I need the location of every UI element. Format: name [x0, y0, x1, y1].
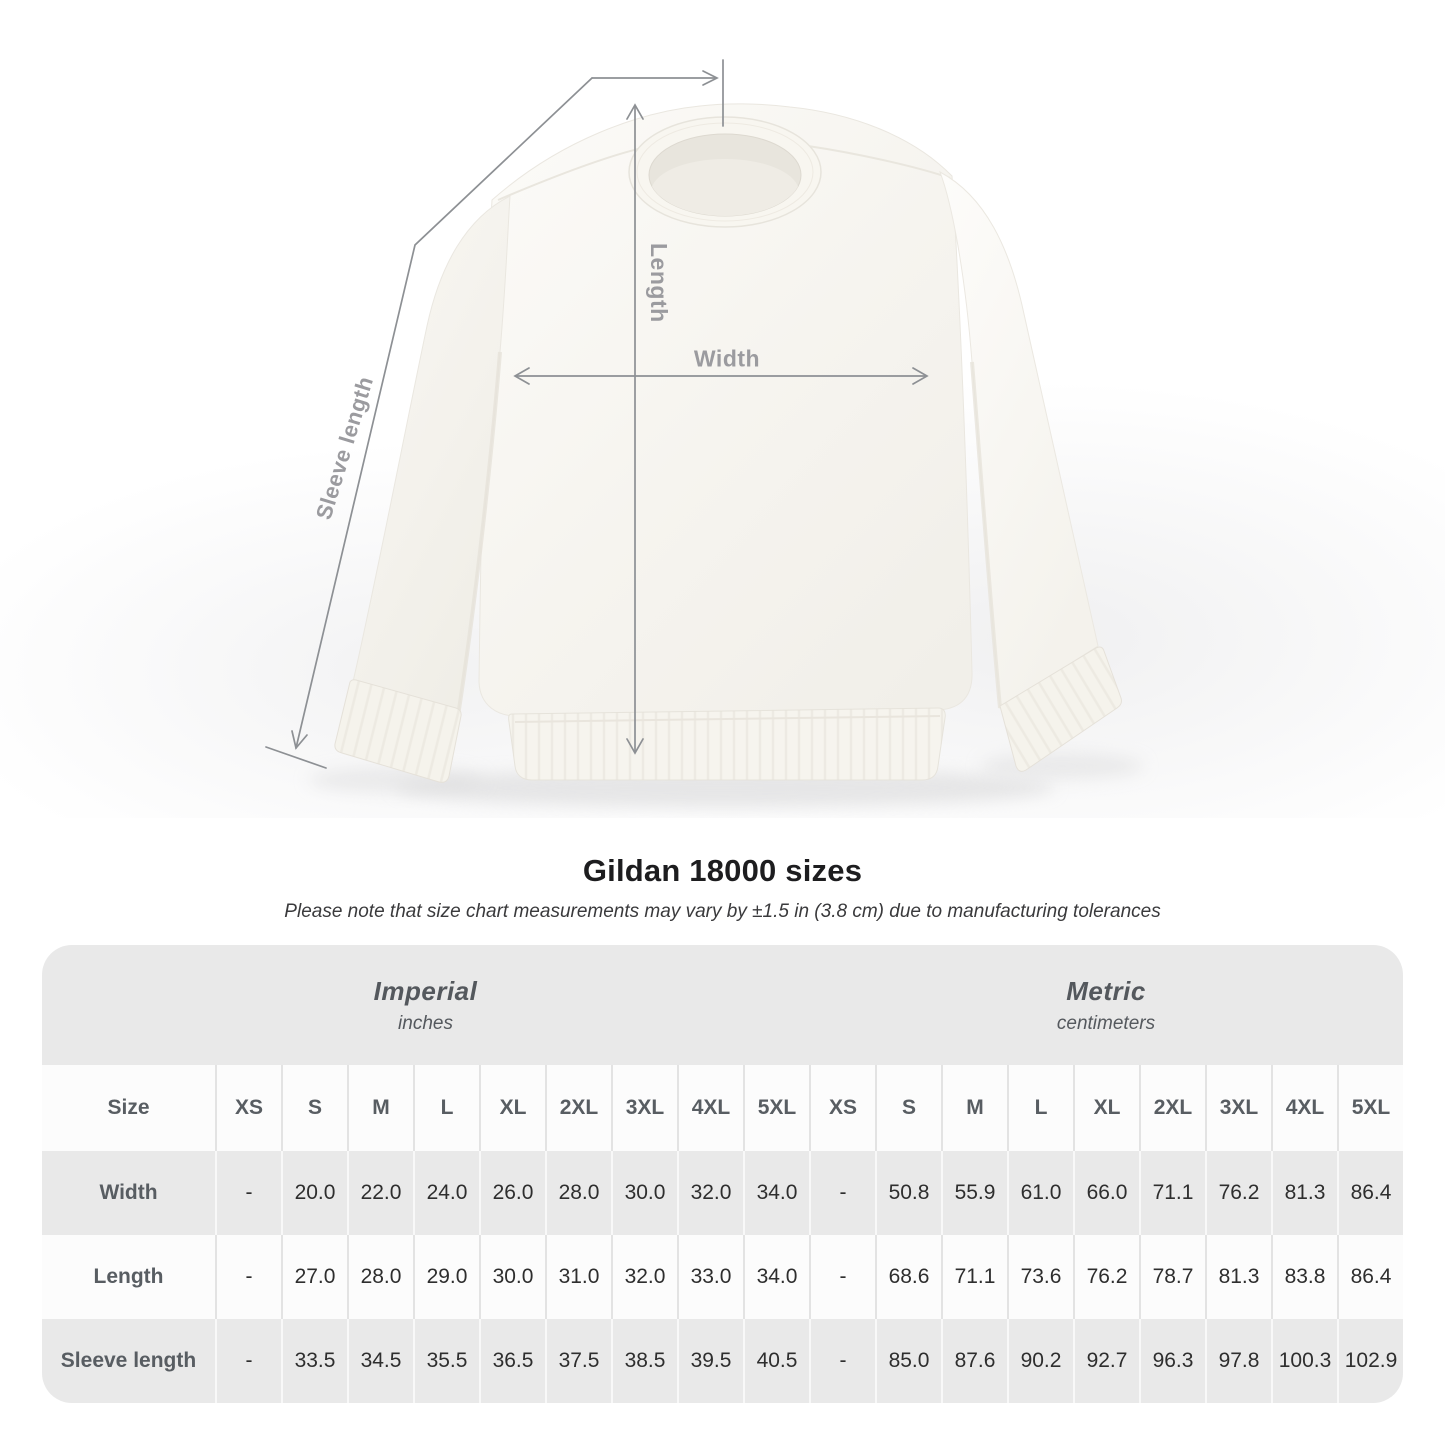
size-header: 2XL: [1139, 1065, 1205, 1151]
row-label: Width: [42, 1151, 215, 1235]
metric-subtitle: centimeters: [1056, 1012, 1156, 1034]
value-cell: 28.0: [347, 1235, 413, 1319]
value-cell: -: [809, 1235, 875, 1319]
value-cell: 71.1: [1139, 1151, 1205, 1235]
size-header: 4XL: [677, 1065, 743, 1151]
metric-title: Metric: [1066, 975, 1146, 1006]
value-cell: 28.0: [545, 1151, 611, 1235]
page-title: Gildan 18000 sizes: [582, 853, 863, 888]
imperial-subtitle: inches: [398, 1012, 453, 1034]
value-cell: 68.6: [875, 1235, 941, 1319]
value-cell: 81.3: [1205, 1235, 1271, 1319]
size-header: 5XL: [1337, 1065, 1403, 1151]
value-cell: 40.5: [743, 1319, 809, 1403]
size-header: L: [1007, 1065, 1073, 1151]
value-cell: 61.0: [1007, 1151, 1073, 1235]
value-cell: 34.0: [743, 1235, 809, 1319]
size-header: XS: [809, 1065, 875, 1151]
value-cell: 76.2: [1205, 1151, 1271, 1235]
value-cell: 73.6: [1007, 1235, 1073, 1319]
value-cell: 81.3: [1271, 1151, 1337, 1235]
value-cell: 92.7: [1073, 1319, 1139, 1403]
value-cell: 34.0: [743, 1151, 809, 1235]
value-cell: 38.5: [611, 1319, 677, 1403]
tolerance-note: Please note that size chart measurements…: [284, 901, 1161, 922]
size-header: L: [413, 1065, 479, 1151]
size-header: 3XL: [611, 1065, 677, 1151]
imperial-title: Imperial: [373, 975, 478, 1006]
value-cell: -: [809, 1319, 875, 1403]
value-cell: 30.0: [611, 1151, 677, 1235]
value-cell: 27.0: [281, 1235, 347, 1319]
row-label: Length: [42, 1235, 215, 1319]
length-label: Length: [646, 243, 672, 323]
value-cell: 39.5: [677, 1319, 743, 1403]
length-dimension-line: [626, 103, 644, 755]
value-cell: -: [809, 1151, 875, 1235]
value-cell: 55.9: [941, 1151, 1007, 1235]
value-cell: 35.5: [413, 1319, 479, 1403]
value-cell: 97.8: [1205, 1319, 1271, 1403]
value-cell: 71.1: [941, 1235, 1007, 1319]
value-cell: 26.0: [479, 1151, 545, 1235]
value-cell: 31.0: [545, 1235, 611, 1319]
row-label: Sleeve length: [42, 1319, 215, 1403]
value-cell: -: [215, 1235, 281, 1319]
value-cell: 90.2: [1007, 1319, 1073, 1403]
size-header: XS: [215, 1065, 281, 1151]
value-cell: 32.0: [611, 1235, 677, 1319]
imperial-group-header: Imperial inches: [42, 945, 809, 1065]
value-cell: 37.5: [545, 1319, 611, 1403]
value-cell: 76.2: [1073, 1235, 1139, 1319]
value-cell: 34.5: [347, 1319, 413, 1403]
size-header: S: [875, 1065, 941, 1151]
measurement-annotations: [265, 59, 929, 769]
value-cell: 96.3: [1139, 1319, 1205, 1403]
width-dimension-line: [513, 367, 929, 385]
width-label: Width: [693, 345, 761, 372]
value-cell: 30.0: [479, 1235, 545, 1319]
size-col-header: Size: [42, 1065, 215, 1151]
value-cell: -: [215, 1151, 281, 1235]
value-cell: 66.0: [1073, 1151, 1139, 1235]
size-header: XL: [479, 1065, 545, 1151]
sweatshirt-measurement-diagram: [265, 59, 1144, 808]
value-cell: 32.0: [677, 1151, 743, 1235]
value-cell: 87.6: [941, 1319, 1007, 1403]
size-header: M: [941, 1065, 1007, 1151]
value-cell: -: [215, 1319, 281, 1403]
value-cell: 20.0: [281, 1151, 347, 1235]
value-cell: 85.0: [875, 1319, 941, 1403]
size-header: M: [347, 1065, 413, 1151]
value-cell: 86.4: [1337, 1235, 1403, 1319]
value-cell: 86.4: [1337, 1151, 1403, 1235]
size-header: 2XL: [545, 1065, 611, 1151]
value-cell: 78.7: [1139, 1235, 1205, 1319]
size-header: XL: [1073, 1065, 1139, 1151]
product-photo: Length Width Sleeve length: [0, 0, 1445, 818]
size-header: 4XL: [1271, 1065, 1337, 1151]
value-cell: 36.5: [479, 1319, 545, 1403]
collar: [628, 116, 822, 228]
value-cell: 22.0: [347, 1151, 413, 1235]
sweatshirt-graphic: [334, 103, 1122, 783]
value-cell: 24.0: [413, 1151, 479, 1235]
value-cell: 33.0: [677, 1235, 743, 1319]
value-cell: 50.8: [875, 1151, 941, 1235]
value-cell: 29.0: [413, 1235, 479, 1319]
value-cell: 100.3: [1271, 1319, 1337, 1403]
size-header: S: [281, 1065, 347, 1151]
value-cell: 102.9: [1337, 1319, 1403, 1403]
sleeve-length-dimension-line: [265, 59, 724, 769]
size-header: 3XL: [1205, 1065, 1271, 1151]
size-table: Imperial inches Metric centimeters Size …: [42, 945, 1403, 1403]
value-cell: 33.5: [281, 1319, 347, 1403]
metric-group-header: Metric centimeters: [809, 945, 1403, 1065]
size-header: 5XL: [743, 1065, 809, 1151]
value-cell: 83.8: [1271, 1235, 1337, 1319]
